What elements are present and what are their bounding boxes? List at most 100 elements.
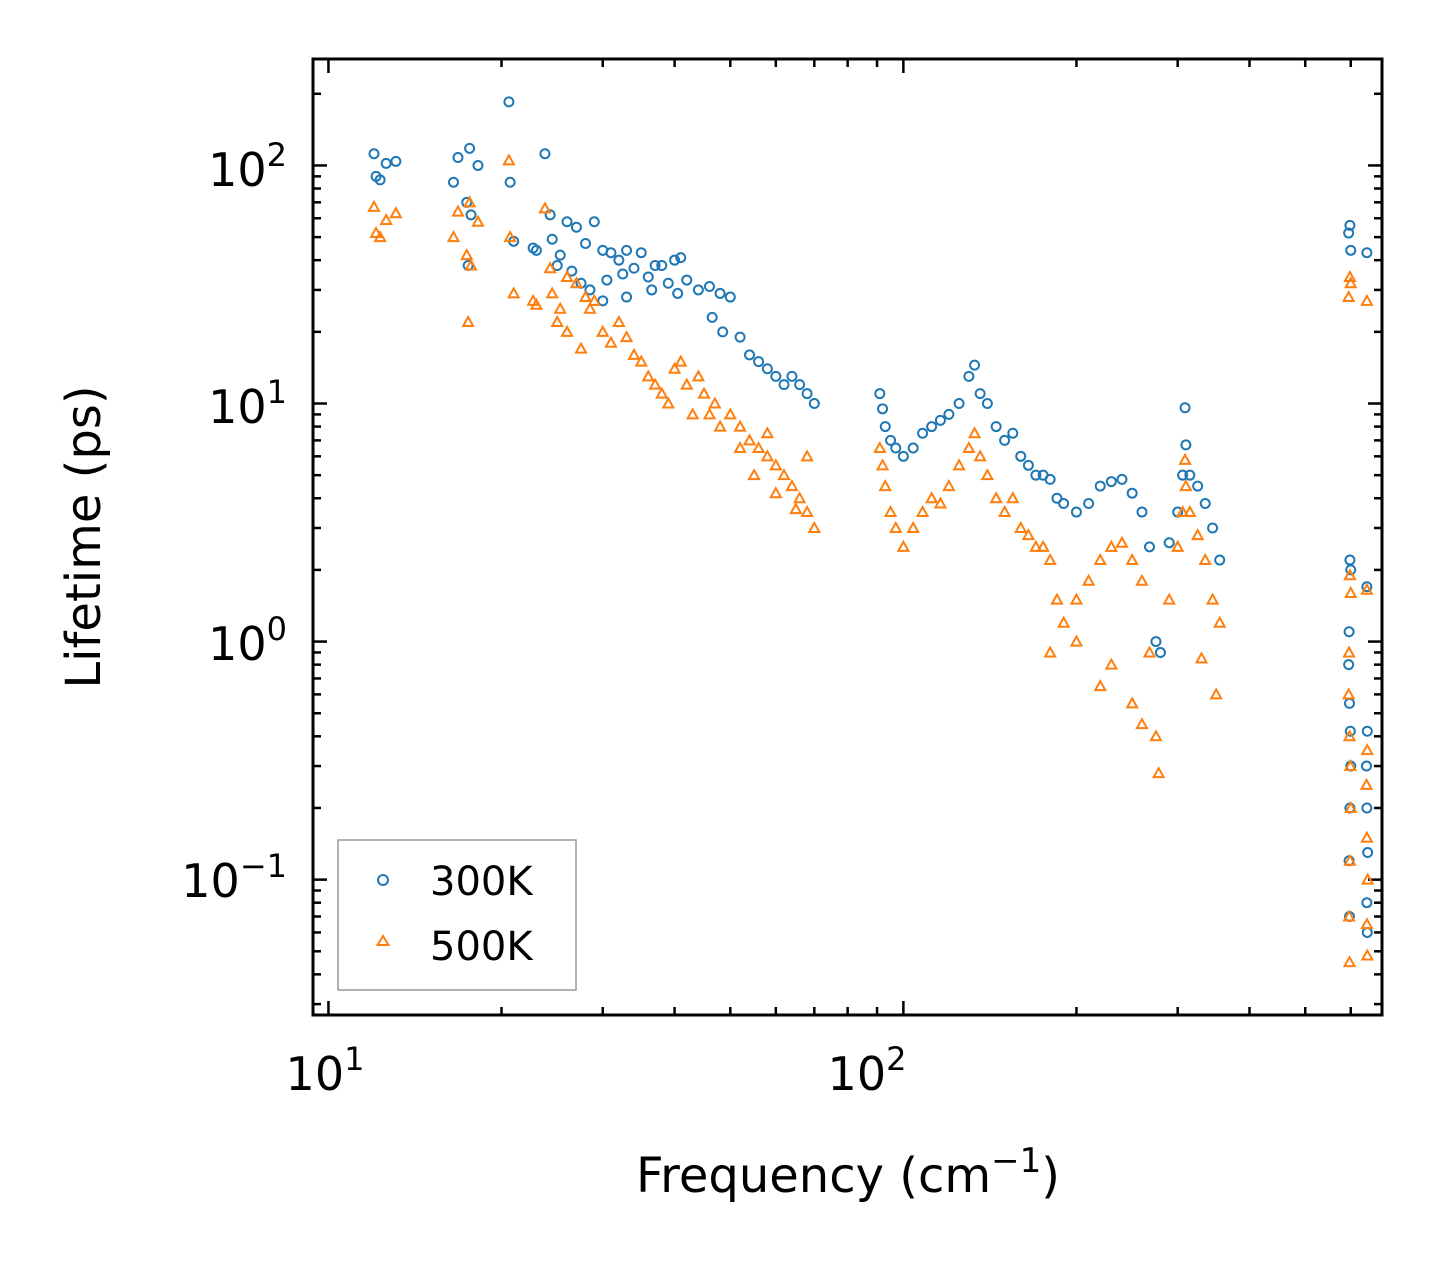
point-300k-75 [953,398,965,410]
point-300k-30 [649,259,661,271]
point-300k-37 [584,284,596,296]
point-500k-59 [747,468,761,481]
point-500k-22 [569,276,584,289]
point-500k-1 [369,225,383,239]
point-300k-96 [1136,506,1148,518]
point-300k-78 [974,388,986,400]
point-500k-10 [464,258,478,271]
point-500k-129 [1344,800,1358,813]
point-500k-52 [760,449,775,462]
point-300k-71 [917,427,929,439]
point-300k-119 [1344,725,1356,737]
point-300k-40 [628,262,640,274]
point-300k-110 [1343,227,1355,239]
point-500k-30 [604,335,618,348]
point-300k-11 [472,159,484,171]
point-300k-34 [551,259,563,271]
point-500k-125 [1342,645,1356,658]
point-500k-48 [723,407,738,420]
point-500k-92 [1081,573,1096,586]
point-500k-55 [785,479,799,492]
point-500k-135 [1359,777,1374,790]
point-300k-68 [890,442,902,454]
point-500k-41 [680,377,694,390]
y-tick-label-1: 100 [208,610,287,671]
point-500k-62 [733,440,747,454]
plot-frame [311,57,1384,1017]
point-500k-56 [792,491,807,504]
point-500k-87 [1036,539,1050,552]
point-500k-91 [1069,592,1084,605]
point-300k-38 [601,274,613,286]
point-300k-13 [504,176,516,188]
point-300k-117 [1343,659,1355,671]
point-300k-26 [605,247,617,259]
point-500k-138 [1360,917,1374,930]
legend-label-300k: 300K [430,859,534,905]
point-300k-12 [503,96,515,108]
point-500k-21 [560,269,574,282]
point-300k-106 [1192,480,1204,492]
point-500k-82 [997,504,1012,518]
point-500k-131 [1342,909,1356,922]
point-300k-105 [1184,469,1196,481]
point-300k-28 [621,244,633,256]
point-300k-23 [580,238,592,250]
x-tick-label-0: 101 [286,1040,365,1101]
point-300k-32 [669,254,681,266]
point-300k-18 [544,209,556,221]
x-tick-label-1: 102 [828,1040,907,1101]
point-300k-42 [662,277,674,289]
point-300k-66 [879,421,891,433]
point-300k-74 [943,408,955,420]
point-300k-128 [1362,847,1374,859]
point-500k-77 [962,440,976,454]
point-500k-85 [1021,528,1036,541]
point-500k-123 [1343,568,1357,581]
point-500k-2 [373,230,387,243]
point-300k-45 [621,291,633,303]
point-500k-7 [460,248,474,261]
point-500k-63 [760,426,775,439]
point-500k-72 [915,504,930,518]
point-300k-116 [1343,626,1355,638]
point-500k-40 [674,354,688,367]
point-300k-115 [1345,564,1357,576]
legend-marker-500k [375,934,391,946]
point-500k-65 [873,440,887,454]
point-300k-44 [597,295,609,307]
point-300k-76 [963,370,975,382]
point-300k-10 [465,209,477,221]
point-500k-95 [1115,535,1129,548]
series-500k-points [367,153,1375,968]
point-500k-4 [389,206,403,219]
point-500k-27 [574,341,588,354]
point-500k-50 [742,433,757,446]
point-300k-6 [452,151,464,163]
point-500k-66 [875,458,890,471]
point-300k-58 [770,370,782,382]
point-500k-88 [1043,552,1057,566]
point-300k-29 [635,247,647,259]
point-500k-110 [1213,615,1227,628]
point-300k-126 [1360,760,1372,772]
point-500k-89 [1050,592,1064,605]
point-300k-79 [981,398,993,410]
point-300k-61 [794,379,806,391]
point-300k-109 [1214,554,1226,566]
point-500k-133 [1360,582,1374,595]
point-500k-107 [1190,528,1205,541]
point-500k-24 [587,293,601,306]
point-500k-127 [1342,729,1357,742]
point-300k-52 [706,311,718,323]
point-500k-16 [529,297,544,310]
point-300k-57 [761,363,773,375]
legend-label-500k: 500K [430,924,534,970]
point-500k-104 [1178,452,1192,465]
point-500k-12 [502,153,516,166]
point-300k-92 [1094,480,1106,492]
point-500k-100 [1151,766,1166,779]
point-300k-24 [588,216,600,228]
point-300k-5 [447,176,459,188]
